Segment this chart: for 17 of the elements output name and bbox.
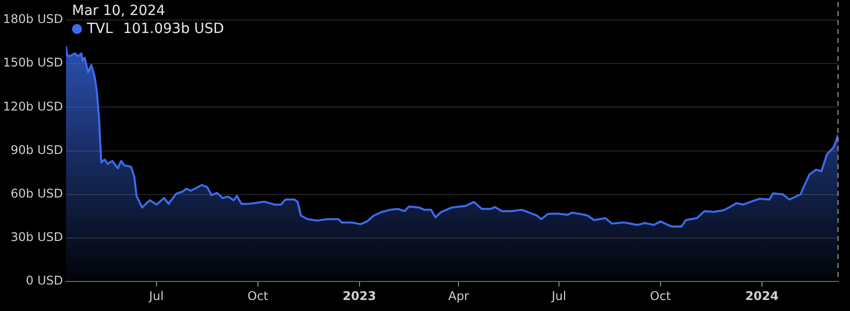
x-tick-label: Oct xyxy=(650,288,672,303)
y-tick-label: 150b USD xyxy=(2,56,63,70)
annotation: 101.093b USD xyxy=(122,20,224,38)
x-tick-label: 2023 xyxy=(342,288,376,303)
text: Mar 10, 2024 xyxy=(72,2,166,20)
y-tick-label: 120b USD xyxy=(2,99,63,114)
legend-label: TVL xyxy=(87,20,113,38)
y-tick-label: 180b USD xyxy=(2,12,63,26)
y-tick-label: 60b USD xyxy=(10,186,63,201)
x-tick-label: 2024 xyxy=(745,288,779,303)
x-tick-label: Jul xyxy=(148,288,164,303)
x-tick-label: Apr xyxy=(448,288,470,303)
x-tick-label: Oct xyxy=(248,288,269,303)
y-tick-label: 90b USD xyxy=(10,142,63,157)
y-tick-label: 0 USD xyxy=(26,274,63,288)
x-tick-label: Jul xyxy=(550,288,566,303)
y-tick-label: 30b USD xyxy=(10,230,63,244)
